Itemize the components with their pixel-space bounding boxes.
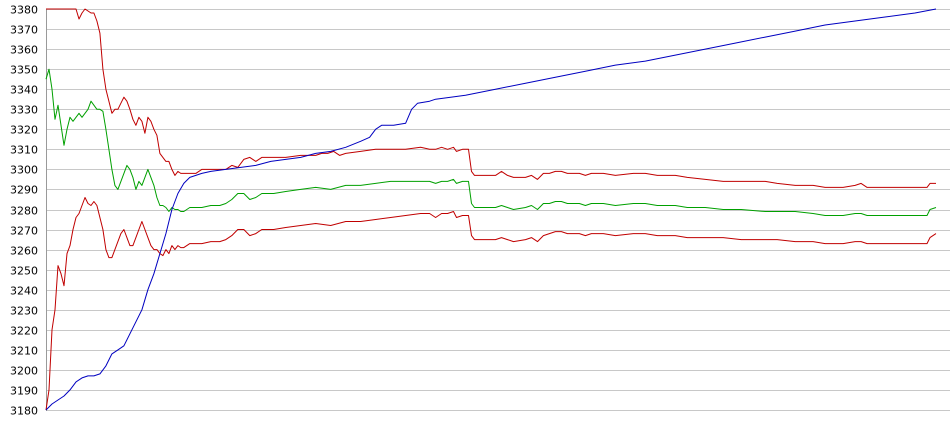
grid-lines — [46, 9, 950, 411]
series-line-2 — [45, 68, 937, 216]
y-tick-label: 3280 — [10, 205, 38, 218]
y-tick-label: 3350 — [10, 64, 38, 77]
y-tick-label: 3190 — [10, 385, 38, 398]
series-line-4 — [45, 8, 937, 411]
y-tick-label: 3230 — [10, 305, 38, 318]
y-tick-label: 3250 — [10, 265, 38, 278]
y-tick-label: 3200 — [10, 365, 38, 378]
y-tick-label: 3320 — [10, 124, 38, 137]
series-line-3 — [45, 197, 937, 411]
y-tick-label: 3270 — [10, 225, 38, 238]
y-tick-label: 3340 — [10, 84, 38, 97]
y-tick-label: 3290 — [10, 184, 38, 197]
y-tick-label: 3330 — [10, 104, 38, 117]
y-tick-label: 3210 — [10, 345, 38, 358]
y-tick-label: 3180 — [10, 405, 38, 418]
y-tick-label: 3310 — [10, 144, 38, 157]
series-lines — [45, 8, 937, 411]
y-tick-label: 3220 — [10, 325, 38, 338]
y-tick-label: 3360 — [10, 44, 38, 57]
y-tick-label: 3240 — [10, 285, 38, 298]
y-tick-label: 3370 — [10, 24, 38, 37]
y-tick-label: 3380 — [10, 4, 38, 17]
y-axis-tick-labels: 3180 3190 3200 3210 3220 3230 3240 3250 3260 3270… — [10, 4, 38, 418]
series-line-1 — [46, 8, 936, 188]
y-tick-label: 3300 — [10, 164, 38, 177]
y-tick-label: 3260 — [10, 245, 38, 258]
